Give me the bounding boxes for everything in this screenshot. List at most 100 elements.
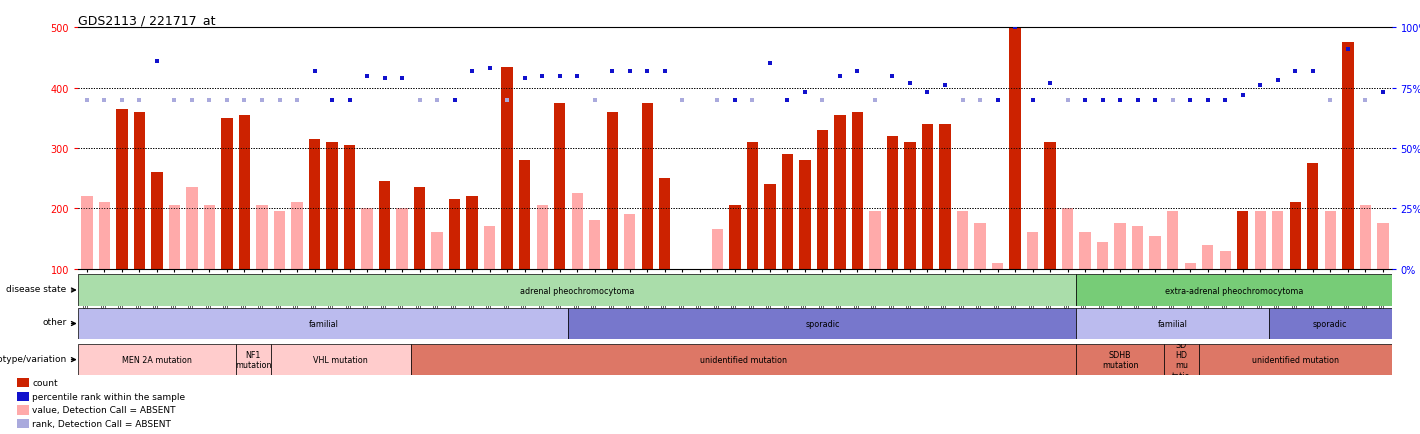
Bar bbox=[869, 212, 880, 269]
Text: familial: familial bbox=[308, 319, 338, 328]
Text: unidentified mutation: unidentified mutation bbox=[1252, 355, 1339, 364]
Bar bbox=[1377, 224, 1389, 269]
Text: VHL mutation: VHL mutation bbox=[314, 355, 368, 364]
Bar bbox=[852, 112, 863, 269]
Bar bbox=[291, 203, 302, 269]
Bar bbox=[116, 109, 128, 269]
Bar bbox=[169, 206, 180, 269]
Text: sporadic: sporadic bbox=[1314, 319, 1348, 328]
Bar bbox=[1201, 245, 1214, 269]
Bar bbox=[1079, 233, 1091, 269]
Bar bbox=[1359, 206, 1372, 269]
Bar bbox=[133, 112, 145, 269]
Bar bbox=[78, 275, 1076, 306]
Bar bbox=[78, 308, 568, 339]
Bar bbox=[186, 188, 197, 269]
Bar bbox=[484, 227, 496, 269]
Bar bbox=[1044, 143, 1056, 269]
Bar bbox=[816, 131, 828, 269]
Bar bbox=[1076, 308, 1269, 339]
Text: percentile rank within the sample: percentile rank within the sample bbox=[33, 392, 185, 401]
Text: genotype/variation: genotype/variation bbox=[0, 354, 67, 363]
Text: value, Detection Call = ABSENT: value, Detection Call = ABSENT bbox=[33, 405, 176, 414]
Bar bbox=[396, 209, 408, 269]
Bar bbox=[886, 137, 899, 269]
Bar bbox=[606, 112, 618, 269]
Bar bbox=[256, 206, 268, 269]
Bar bbox=[410, 344, 1076, 375]
Bar bbox=[1149, 236, 1162, 269]
Bar bbox=[799, 161, 811, 269]
Bar bbox=[17, 405, 28, 414]
Bar bbox=[17, 391, 28, 401]
Bar bbox=[905, 143, 916, 269]
Bar bbox=[1115, 224, 1126, 269]
Bar bbox=[1027, 233, 1038, 269]
Bar bbox=[957, 212, 968, 269]
Bar bbox=[239, 115, 250, 269]
Text: SD
HD
mu
tatio: SD HD mu tatio bbox=[1172, 340, 1191, 380]
Bar bbox=[1220, 251, 1231, 269]
Bar bbox=[1164, 344, 1198, 375]
Bar bbox=[939, 125, 951, 269]
Bar bbox=[922, 125, 933, 269]
Bar bbox=[1325, 212, 1336, 269]
Text: adrenal pheochromocytoma: adrenal pheochromocytoma bbox=[520, 286, 635, 295]
Bar bbox=[81, 197, 92, 269]
Bar bbox=[568, 308, 1076, 339]
Bar bbox=[623, 215, 636, 269]
Text: GDS2113 / 221717_at: GDS2113 / 221717_at bbox=[78, 14, 216, 27]
Bar bbox=[1306, 164, 1319, 269]
Bar bbox=[17, 419, 28, 428]
Bar bbox=[98, 203, 111, 269]
Bar bbox=[222, 118, 233, 269]
Bar bbox=[379, 182, 391, 269]
Text: other: other bbox=[43, 318, 67, 327]
Bar bbox=[1062, 209, 1074, 269]
Text: SDHB
mutation: SDHB mutation bbox=[1102, 350, 1139, 369]
Bar bbox=[1269, 308, 1392, 339]
Bar bbox=[764, 185, 775, 269]
Bar bbox=[537, 206, 548, 269]
Bar bbox=[991, 263, 1004, 269]
Bar bbox=[308, 140, 321, 269]
Bar bbox=[1010, 28, 1021, 269]
Bar bbox=[642, 103, 653, 269]
Bar bbox=[432, 233, 443, 269]
Text: familial: familial bbox=[1157, 319, 1187, 328]
Bar bbox=[1184, 263, 1196, 269]
Bar bbox=[1237, 212, 1248, 269]
Bar bbox=[711, 230, 723, 269]
Text: NF1
mutation: NF1 mutation bbox=[234, 350, 271, 369]
Bar bbox=[236, 344, 271, 375]
Bar bbox=[203, 206, 216, 269]
Bar bbox=[1254, 212, 1267, 269]
Bar bbox=[1076, 275, 1392, 306]
Text: extra-adrenal pheochromocytoma: extra-adrenal pheochromocytoma bbox=[1164, 286, 1304, 295]
Text: disease state: disease state bbox=[6, 284, 67, 293]
Bar bbox=[974, 224, 985, 269]
Bar bbox=[1198, 344, 1392, 375]
Bar bbox=[449, 200, 460, 269]
Bar bbox=[1076, 344, 1164, 375]
Bar bbox=[501, 67, 513, 269]
Bar bbox=[1096, 242, 1109, 269]
Bar bbox=[571, 194, 584, 269]
Bar bbox=[327, 143, 338, 269]
Bar bbox=[1132, 227, 1143, 269]
Bar bbox=[78, 344, 236, 375]
Bar bbox=[344, 146, 355, 269]
Text: count: count bbox=[33, 378, 58, 387]
Bar bbox=[361, 209, 373, 269]
Text: MEN 2A mutation: MEN 2A mutation bbox=[122, 355, 192, 364]
Bar bbox=[747, 143, 758, 269]
Bar bbox=[1167, 212, 1179, 269]
Bar bbox=[781, 155, 794, 269]
Bar bbox=[1289, 203, 1301, 269]
Text: sporadic: sporadic bbox=[805, 319, 839, 328]
Bar bbox=[274, 212, 285, 269]
Text: unidentified mutation: unidentified mutation bbox=[700, 355, 787, 364]
Bar bbox=[659, 179, 670, 269]
Bar bbox=[17, 378, 28, 388]
Bar bbox=[834, 115, 846, 269]
